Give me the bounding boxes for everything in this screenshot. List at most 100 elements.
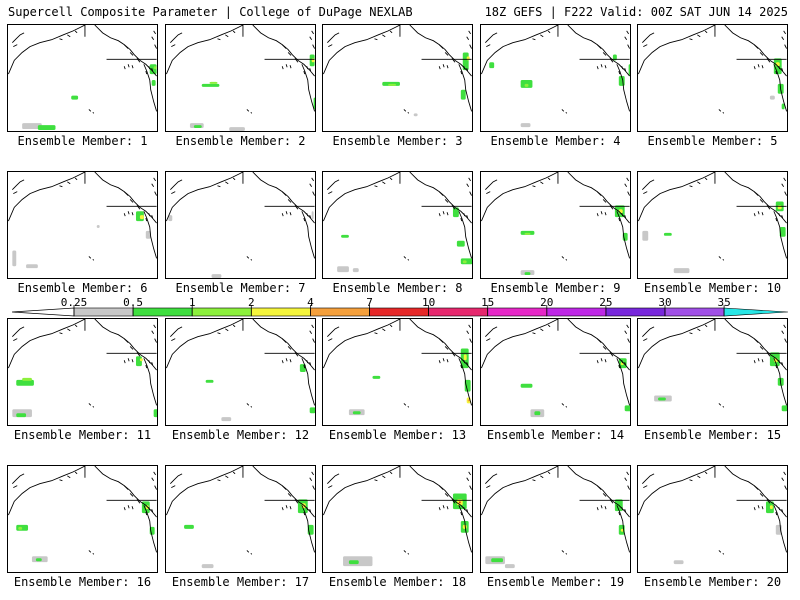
coastline-border	[88, 550, 95, 555]
coastline-border	[624, 324, 630, 343]
coastline-border	[88, 109, 95, 114]
coastline-border	[8, 172, 86, 222]
coastline-border	[753, 64, 764, 70]
parameter-shading	[534, 411, 541, 416]
coastline-border	[252, 319, 315, 371]
parameter-shading	[489, 62, 495, 69]
parameter-shading	[524, 83, 529, 87]
coastline-border	[532, 177, 551, 188]
coastline-border	[458, 505, 472, 553]
legend-color-swatch	[605, 307, 666, 317]
coastline-border	[596, 358, 607, 364]
parameter-shading	[16, 413, 27, 418]
legend-color-swatch	[132, 307, 193, 317]
ensemble-member-map-10	[637, 171, 788, 279]
coastline-border	[773, 64, 787, 112]
parameter-shading	[769, 95, 775, 100]
legend-color-swatch	[546, 307, 607, 317]
map-canvas	[481, 466, 630, 569]
parameter-shading	[765, 501, 774, 514]
parameter-shading	[524, 272, 531, 276]
coastline-border	[561, 256, 568, 261]
parameter-shading	[337, 266, 349, 273]
coastline-border	[596, 505, 607, 511]
parameter-shading	[168, 215, 173, 222]
map-canvas	[8, 25, 157, 131]
map-canvas	[481, 25, 630, 128]
coastline-border	[166, 466, 244, 516]
coastline-border	[123, 44, 141, 63]
parameter-shading	[96, 225, 100, 228]
coastline-border	[458, 358, 472, 406]
coastline-border	[8, 466, 86, 516]
coastline-border	[217, 177, 236, 188]
coastline-border	[638, 319, 716, 369]
ensemble-member-map-20	[637, 465, 788, 573]
coastline-border	[166, 172, 244, 222]
coastline-border	[753, 358, 764, 364]
coastline-border	[438, 64, 449, 70]
legend-tick-label: 1	[189, 296, 196, 309]
legend-tick-label: 7	[366, 296, 373, 309]
coastline-border	[618, 66, 627, 75]
coastline-border	[143, 211, 157, 259]
coastline-border	[281, 64, 292, 70]
coastline-border	[438, 44, 456, 63]
ensemble-member-map-15	[637, 318, 788, 426]
map-canvas	[166, 319, 315, 422]
coastline-border	[12, 32, 25, 47]
legend-tick-label: 35	[717, 296, 730, 309]
coastline-border	[775, 360, 784, 369]
parameter-shading	[153, 66, 157, 70]
legend-tick-label: 20	[540, 296, 553, 309]
coastline-border	[309, 30, 315, 49]
coastline-border	[618, 213, 627, 222]
coastline-border	[327, 473, 340, 488]
coastline-border	[123, 358, 134, 364]
ensemble-member-map-13	[322, 318, 473, 426]
coastline-border	[281, 211, 292, 217]
coastline-border	[374, 30, 393, 41]
parameter-shading	[26, 264, 38, 269]
coastline-border	[403, 256, 410, 261]
map-canvas	[638, 172, 787, 274]
coastline-border	[596, 64, 607, 70]
coastline-border	[481, 172, 559, 222]
ensemble-member-label: Ensemble Member: 19	[486, 575, 625, 589]
coastline-border	[145, 507, 154, 516]
parameter-shading	[462, 260, 467, 264]
legend-color-swatch	[191, 307, 252, 317]
legend-tick-label: 2	[248, 296, 255, 309]
ensemble-member-map-9	[480, 171, 631, 279]
coastline-border	[561, 403, 568, 408]
coastline-border	[301, 64, 315, 112]
coastline-border	[409, 172, 472, 224]
parameter-shading	[520, 383, 533, 388]
map-canvas	[166, 25, 315, 131]
parameter-shading	[769, 505, 773, 510]
ensemble-member-label: Ensemble Member: 12	[171, 428, 310, 442]
map-canvas	[481, 172, 630, 276]
coastline-border	[374, 471, 393, 482]
coastline-border	[252, 172, 315, 224]
coastline-border	[775, 66, 784, 75]
map-canvas	[8, 466, 157, 563]
coastline-border	[12, 179, 25, 194]
parameter-shading	[352, 268, 359, 273]
coastline-border	[485, 326, 498, 341]
coastline-border	[281, 485, 299, 504]
coastline-border	[8, 25, 86, 75]
coastline-border	[460, 66, 469, 75]
coastline-border	[166, 25, 244, 75]
parameter-shading	[348, 560, 359, 565]
coastline-border	[689, 471, 708, 482]
parameter-shading	[153, 409, 157, 418]
coastline-border	[466, 324, 472, 343]
coastline-border	[246, 109, 253, 114]
ensemble-member-label: Ensemble Member: 15	[643, 428, 782, 442]
parameter-shading	[22, 123, 42, 130]
coastline-border	[309, 177, 315, 196]
coastline-border	[718, 403, 725, 408]
coastline-border	[773, 505, 787, 553]
legend-tick-label: 10	[422, 296, 435, 309]
